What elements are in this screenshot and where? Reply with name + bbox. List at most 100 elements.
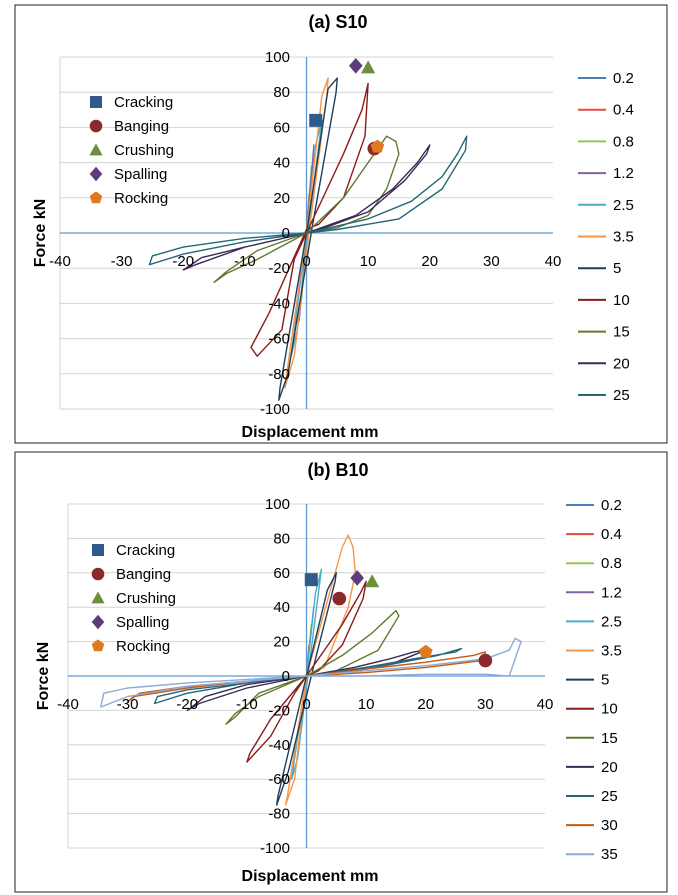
x-tick-label: 30 bbox=[477, 696, 494, 713]
y-tick-label: 80 bbox=[273, 530, 290, 547]
y-axis-title: Force kN bbox=[35, 642, 52, 710]
legend-label: 0.2 bbox=[613, 70, 634, 87]
legend-label: Rocking bbox=[116, 638, 170, 655]
x-tick-label: 40 bbox=[537, 696, 554, 713]
y-tick-label: 20 bbox=[273, 634, 290, 651]
legend-marker-crushing bbox=[91, 591, 105, 604]
series-line-3-5 bbox=[284, 534, 357, 806]
marker-crushing bbox=[364, 574, 380, 588]
x-tick-label: -30 bbox=[117, 696, 139, 713]
legend-label: Cracking bbox=[114, 94, 173, 111]
marker-banging bbox=[332, 591, 347, 606]
legend-label: Banging bbox=[114, 118, 169, 135]
legend-label: Banging bbox=[116, 566, 171, 583]
legend-marker-cracking bbox=[90, 96, 102, 108]
x-tick-label: 10 bbox=[358, 696, 375, 713]
series-line-10 bbox=[246, 580, 367, 763]
y-tick-label: 0 bbox=[282, 668, 290, 685]
legend-label: 0.2 bbox=[601, 497, 622, 514]
marker-rocking bbox=[418, 644, 433, 658]
series-group bbox=[100, 534, 522, 806]
marker-rocking bbox=[370, 139, 385, 153]
legend-label: 15 bbox=[601, 730, 618, 747]
x-tick-label: -40 bbox=[57, 696, 79, 713]
event-markers bbox=[309, 58, 385, 156]
legend-label: Spalling bbox=[116, 614, 169, 631]
legend-label: 20 bbox=[601, 759, 618, 776]
y-tick-label: -100 bbox=[260, 840, 290, 857]
legend-marker-crushing bbox=[89, 143, 103, 156]
legend-label: Crushing bbox=[116, 590, 176, 607]
x-tick-label: 30 bbox=[483, 253, 500, 270]
y-tick-label: -80 bbox=[268, 366, 290, 383]
marker-spalling bbox=[350, 570, 365, 586]
y-tick-label: -40 bbox=[268, 737, 290, 754]
series-line-35 bbox=[100, 637, 522, 708]
x-tick-label: -40 bbox=[49, 253, 71, 270]
marker-crushing bbox=[360, 60, 376, 74]
legend-marker-cracking bbox=[92, 544, 104, 556]
marker-cracking bbox=[304, 573, 318, 587]
y-tick-label: -20 bbox=[268, 702, 290, 719]
x-tick-label: 20 bbox=[421, 253, 438, 270]
legend-label: 2.5 bbox=[601, 613, 622, 630]
series-line-5 bbox=[278, 77, 338, 401]
x-tick-label: -10 bbox=[234, 253, 256, 270]
legend-marker-spalling bbox=[91, 614, 105, 630]
y-axis-title: Force kN bbox=[32, 199, 49, 267]
legend-marker-spalling bbox=[89, 166, 103, 182]
x-tick-label: -10 bbox=[236, 696, 258, 713]
x-tick-label: 10 bbox=[360, 253, 377, 270]
y-tick-label: -60 bbox=[268, 331, 290, 348]
series-line-5 bbox=[276, 572, 337, 806]
marker-legend: Cracking Banging Crushing Spalling Rocking bbox=[89, 94, 174, 207]
legend-label: 10 bbox=[613, 292, 630, 309]
legend-label: 1.2 bbox=[601, 584, 622, 601]
y-tick-label: 80 bbox=[273, 84, 290, 101]
chart-frame bbox=[14, 4, 668, 444]
marker-cracking bbox=[309, 113, 323, 127]
event-markers bbox=[304, 570, 493, 668]
y-tick-label: 40 bbox=[273, 155, 290, 172]
x-tick-label: -20 bbox=[176, 696, 198, 713]
legend-label: 0.8 bbox=[601, 555, 622, 572]
legend-marker-rocking bbox=[89, 191, 103, 204]
legend-label: 30 bbox=[601, 817, 618, 834]
legend-marker-banging bbox=[89, 119, 103, 133]
marker-spalling bbox=[348, 58, 363, 74]
y-tick-label: -80 bbox=[268, 806, 290, 823]
y-tick-label: -20 bbox=[268, 260, 290, 277]
marker-legend: Cracking Banging Crushing Spalling Rocking bbox=[91, 542, 176, 655]
y-tick-label: -40 bbox=[268, 295, 290, 312]
chart-title: (b) B10 bbox=[307, 460, 368, 480]
chart-title: (a) S10 bbox=[308, 12, 367, 32]
series-group bbox=[148, 77, 468, 401]
legend-label: Spalling bbox=[114, 166, 167, 183]
x-tick-label: -30 bbox=[111, 253, 133, 270]
y-tick-label: -100 bbox=[260, 401, 290, 418]
legend-label: 1.2 bbox=[613, 165, 634, 182]
y-tick-label: 100 bbox=[265, 49, 290, 66]
y-tick-label: 60 bbox=[273, 565, 290, 582]
x-tick-label: 0 bbox=[302, 253, 310, 270]
legend-label: 20 bbox=[613, 355, 630, 372]
legend-label: 10 bbox=[601, 701, 618, 718]
x-axis-title: Displacement mm bbox=[242, 424, 379, 441]
x-tick-label: 0 bbox=[302, 696, 310, 713]
legend-marker-rocking bbox=[91, 639, 105, 652]
x-tick-label: 40 bbox=[545, 253, 562, 270]
legend-label: 0.4 bbox=[601, 526, 622, 543]
series-line-20 bbox=[182, 144, 431, 271]
series-legend: 0.2 0.4 0.8 1.2 2.5 3.5 5 10 15 20 25 bbox=[578, 70, 634, 404]
y-tick-label: -60 bbox=[268, 771, 290, 788]
legend-label: 5 bbox=[613, 260, 621, 277]
y-tick-label: 100 bbox=[265, 496, 290, 513]
x-axis-title: Displacement mm bbox=[242, 868, 379, 885]
legend-label: 15 bbox=[613, 324, 630, 341]
x-tick-label: -20 bbox=[172, 253, 194, 270]
legend-label: 3.5 bbox=[613, 229, 634, 246]
